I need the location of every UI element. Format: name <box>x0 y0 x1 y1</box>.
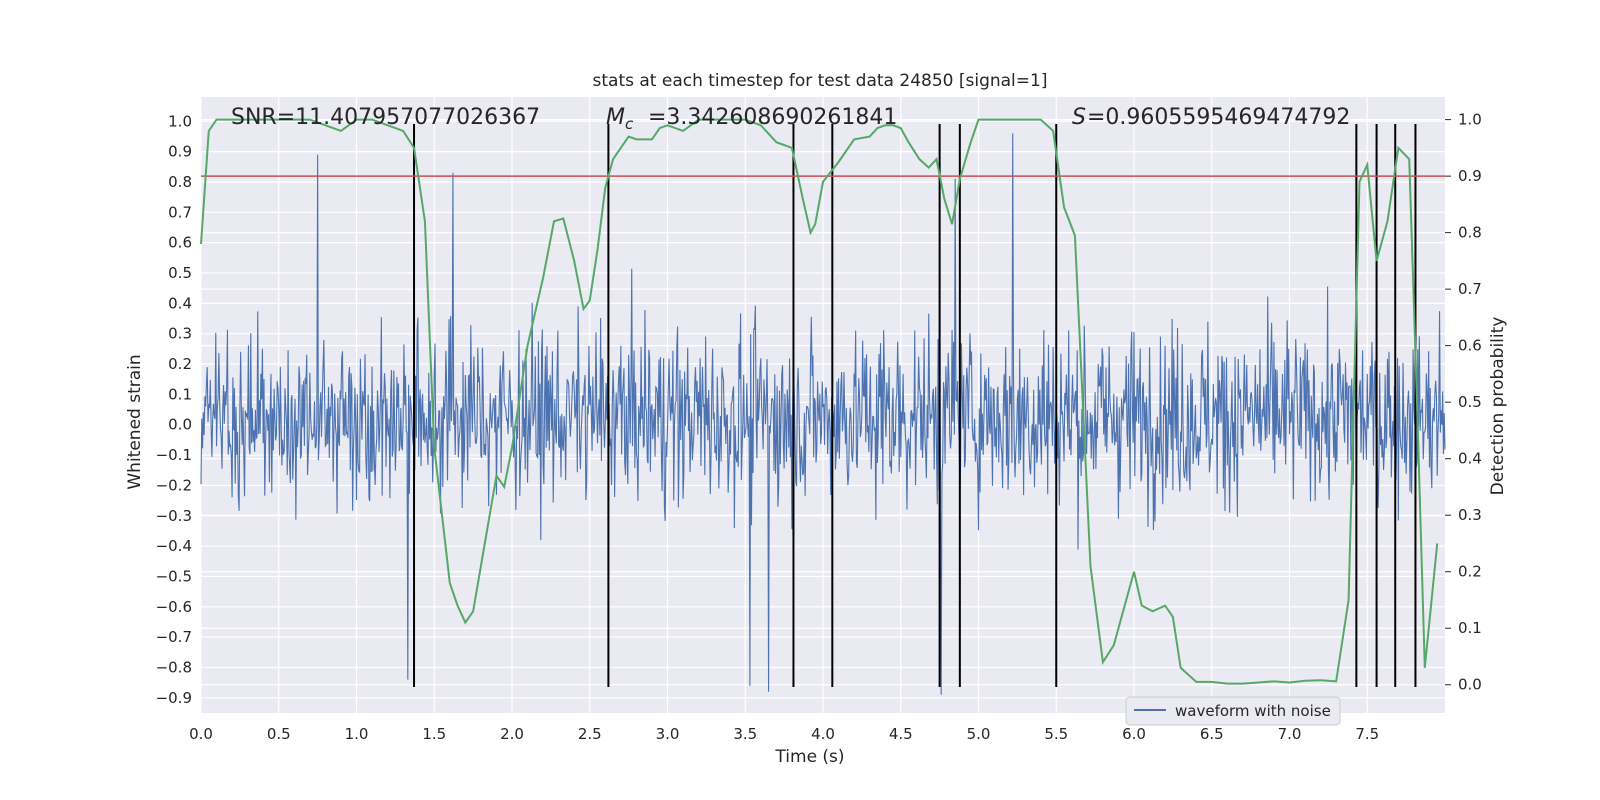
y-tick-label: 0.1 <box>168 385 192 403</box>
y-tick-label: 0.2 <box>168 355 192 373</box>
strain-series <box>200 133 1446 695</box>
legend-box <box>1125 696 1341 726</box>
s-value: =0.9605595469474792 <box>1087 105 1350 130</box>
y2-tick-label: 1.0 <box>1458 111 1482 129</box>
y-tick-label: 0.4 <box>168 294 192 312</box>
x-tick-label: 0.0 <box>189 725 213 743</box>
y-tick-label: 0.7 <box>168 203 192 221</box>
y2-tick-label: 0.5 <box>1458 393 1482 411</box>
y-tick-label: −0.4 <box>156 537 192 555</box>
y-tick-label: −0.5 <box>156 567 192 585</box>
y2-axis-label: Detection probability <box>1488 317 1508 496</box>
x-tick-label: 7.0 <box>1278 725 1302 743</box>
x-tick-label: 1.0 <box>345 725 369 743</box>
x-tick-label: 6.0 <box>1122 725 1146 743</box>
y-tick-label: −0.8 <box>156 658 192 676</box>
y2-tick-label: 0.3 <box>1458 506 1482 524</box>
y-tick-label: −0.2 <box>156 476 192 494</box>
probability-series <box>200 118 1439 685</box>
x-tick-label: 3.5 <box>733 725 757 743</box>
y2-tick-label: 0.9 <box>1458 167 1482 185</box>
mc-value: =3.342608690261841 <box>648 105 897 130</box>
chart-title: stats at each timestep for test data 248… <box>593 71 1048 91</box>
y-tick-label: −0.3 <box>156 507 192 525</box>
y-tick-label: 0.6 <box>168 234 192 252</box>
y-tick-label: 0.5 <box>168 264 192 282</box>
x-tick-label: 1.5 <box>422 725 446 743</box>
y2-tick-label: 0.2 <box>1458 563 1482 581</box>
y-tick-label: 0.8 <box>168 173 192 191</box>
x-tick-label: 5.0 <box>967 725 991 743</box>
y-tick-label: −0.1 <box>156 446 192 464</box>
x-tick-label: 2.0 <box>500 725 524 743</box>
y2-tick-label: 0.0 <box>1458 676 1482 694</box>
y-axis-label: Whitened strain <box>125 354 145 489</box>
y-tick-label: 1.0 <box>168 112 192 130</box>
legend: waveform with noise <box>1125 696 1341 726</box>
y2-tick-label: 0.1 <box>1458 619 1482 637</box>
y-tick-label: −0.6 <box>156 598 192 616</box>
x-tick-label: 0.5 <box>267 725 291 743</box>
mc-symbol: Mc <box>606 105 634 133</box>
probability-line <box>200 118 1439 685</box>
x-tick-label: 6.5 <box>1200 725 1224 743</box>
legend-label: waveform with noise <box>1175 702 1331 720</box>
s-symbol: S <box>1072 105 1086 130</box>
y2-tick-label: 0.7 <box>1458 280 1482 298</box>
x-tick-label: 4.0 <box>811 725 835 743</box>
x-tick-label: 5.5 <box>1044 725 1068 743</box>
x-tick-label: 3.0 <box>656 725 680 743</box>
snr-annotation: SNR=11.407957077026367 <box>231 105 540 130</box>
x-tick-label: 2.5 <box>578 725 602 743</box>
strain-line <box>200 133 1446 695</box>
vertical-markers <box>413 124 1417 687</box>
y2-tick-label: 0.8 <box>1458 224 1482 242</box>
y-tick-label: −0.9 <box>156 689 192 707</box>
chirp-mass-annotation: Mc =3.342608690261841 <box>606 105 897 133</box>
s-annotation: S =0.9605595469474792 <box>1072 105 1350 130</box>
y-tick-label: 0.3 <box>168 325 192 343</box>
x-axis-label: Time (s) <box>774 747 844 767</box>
y2-tick-label: 0.6 <box>1458 337 1482 355</box>
y-tick-label: 0.9 <box>168 143 192 161</box>
x-tick-label: 4.5 <box>889 725 913 743</box>
x-tick-label: 7.5 <box>1355 725 1379 743</box>
y2-tick-label: 0.4 <box>1458 450 1482 468</box>
y-tick-label: 0.0 <box>168 416 192 434</box>
tick-labels: 0.0 0.5 1.0 1.5 2.0 2.5 3.0 3.5 4.0 4.5 5.0 5.5 6.0 6… <box>156 111 1482 743</box>
y-tick-label: −0.7 <box>156 628 192 646</box>
